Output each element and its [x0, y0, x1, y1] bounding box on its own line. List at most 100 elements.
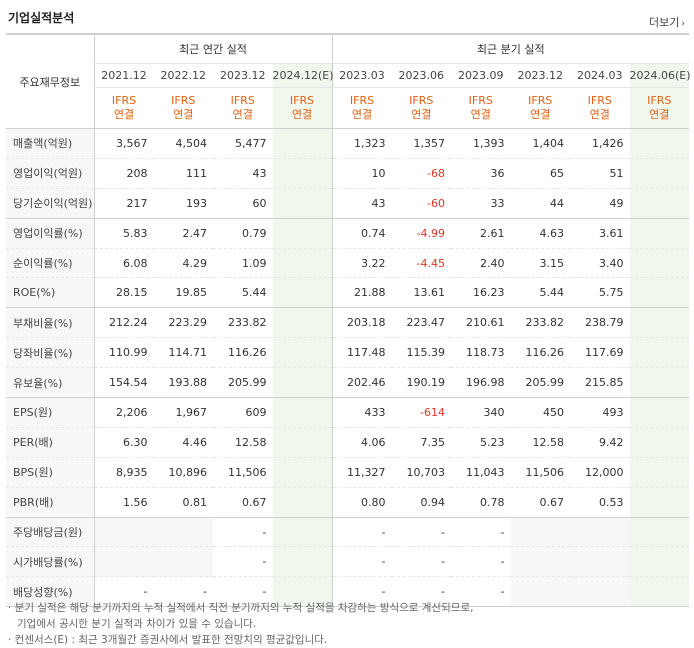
table-cell: 36: [451, 158, 511, 189]
table-cell: 118.73: [451, 337, 511, 369]
table-cell: [272, 457, 332, 488]
table-cell: 111: [153, 158, 213, 189]
chevron-right-icon: ›: [681, 19, 685, 29]
table-cell: [93, 546, 154, 578]
basis-header: IFRS 연결: [272, 87, 332, 129]
table-cell: [272, 397, 332, 428]
table-cell: [629, 397, 689, 428]
table-cell: 2.40: [451, 248, 511, 279]
basis-scope: 연결: [411, 108, 432, 121]
basis-header: IFRS 연결: [331, 87, 392, 129]
table-cell: [629, 517, 689, 548]
table-cell: 5.23: [451, 427, 511, 458]
table-cell: 114.71: [153, 337, 213, 369]
table-cell: 12.58: [213, 427, 273, 458]
more-link[interactable]: 더보기 ›: [649, 14, 685, 30]
table-cell: [153, 546, 213, 578]
table-cell: 0.53: [570, 487, 630, 518]
table-cell: 238.79: [570, 307, 630, 339]
table-cell: 3.61: [570, 218, 630, 249]
table-cell: 609: [213, 397, 273, 428]
table-cell: 19.85: [153, 277, 213, 309]
table-cell: -4.45: [391, 248, 451, 279]
period-header: 2021.12: [93, 63, 154, 88]
basis-scope: 연결: [589, 108, 610, 121]
table-cell: [629, 576, 689, 608]
table-cell: -: [391, 546, 451, 578]
period-header: 2023.09: [451, 63, 511, 88]
row-label: 배당성향(%): [6, 576, 94, 608]
table-cell: -: [331, 517, 392, 548]
table-cell: -: [93, 576, 154, 608]
table-cell: 1.09: [213, 248, 273, 279]
table-cell: 0.81: [153, 487, 213, 518]
table-cell: 11,327: [331, 457, 392, 488]
table-cell: 0.67: [510, 487, 570, 518]
table-cell: 340: [451, 397, 511, 428]
period-header: 2023.06: [391, 63, 451, 88]
table-cell: 1,357: [391, 128, 451, 159]
table-cell: -: [451, 546, 511, 578]
table-cell: [272, 218, 332, 249]
table-cell: 210.61: [451, 307, 511, 339]
table-cell: 4.46: [153, 427, 213, 458]
table-cell: 2.47: [153, 218, 213, 249]
table-cell: 433: [331, 397, 392, 428]
row-label: 매출액(억원): [6, 128, 94, 159]
basis-scope: 연결: [173, 108, 194, 121]
table-cell: -: [331, 576, 392, 608]
row-label: 영업이익(억원): [6, 158, 94, 189]
table-cell: -4.99: [391, 218, 451, 249]
basis-standard: IFRS: [230, 94, 255, 107]
table-cell: 9.42: [570, 427, 630, 458]
table-cell: 28.15: [93, 277, 154, 309]
table-cell: [272, 576, 332, 608]
table-cell: 8,935: [93, 457, 154, 488]
table-cell: 44: [510, 188, 570, 219]
row-label: 영업이익률(%): [6, 218, 94, 249]
basis-header: IFRS 연결: [93, 87, 154, 129]
table-cell: 1,393: [451, 128, 511, 159]
table-cell: 11,506: [213, 457, 273, 488]
table-cell: -614: [391, 397, 451, 428]
table-cell: 10,896: [153, 457, 213, 488]
corner-label: 주요재무정보: [6, 34, 94, 129]
row-label: PBR(배): [6, 487, 94, 518]
table-cell: 3.40: [570, 248, 630, 279]
table-cell: 11,506: [510, 457, 570, 488]
table-cell: [272, 248, 332, 279]
table-row: 영업이익률(%) 5.83 2.47 0.79 0.74 -4.99 2.61 4.63 3.6…: [6, 218, 689, 249]
table-cell: 60: [213, 188, 273, 219]
table-cell: 5.83: [93, 218, 154, 249]
basis-header: IFRS 연결: [451, 87, 511, 129]
table-cell: [629, 128, 689, 159]
table-cell: [510, 546, 570, 578]
table-cell: 65: [510, 158, 570, 189]
basis-header: IFRS 연결: [570, 87, 630, 129]
basis-standard: IFRS: [171, 94, 196, 107]
table-cell: [272, 128, 332, 159]
table-cell: 6.30: [93, 427, 154, 458]
table-cell: 223.29: [153, 307, 213, 339]
basis-standard: IFRS: [111, 94, 137, 107]
table-cell: 0.80: [331, 487, 392, 518]
row-label: EPS(원): [6, 397, 94, 428]
table-cell: 212.24: [93, 307, 154, 339]
table-cell: 43: [331, 188, 392, 219]
period-header: 2023.12: [213, 63, 273, 88]
section-title: 기업실적분석: [8, 11, 75, 25]
table-row: 영업이익(억원) 208 111 43 10 -68 36 65 51: [6, 158, 689, 189]
table-cell: [272, 337, 332, 369]
table-cell: 51: [570, 158, 630, 189]
table-cell: 0.94: [391, 487, 451, 518]
row-label: 유보율(%): [6, 367, 94, 399]
table-cell: 12.58: [510, 427, 570, 458]
table-cell: -: [153, 576, 213, 608]
row-label: 당좌비율(%): [6, 337, 94, 369]
basis-header: IFRS 연결: [391, 87, 451, 129]
table-cell: 205.99: [510, 367, 570, 399]
table-cell: [570, 576, 630, 608]
row-label: 당기순이익(억원): [6, 188, 94, 219]
basis-scope: 연결: [470, 108, 491, 121]
period-header: 2022.12: [153, 63, 213, 88]
